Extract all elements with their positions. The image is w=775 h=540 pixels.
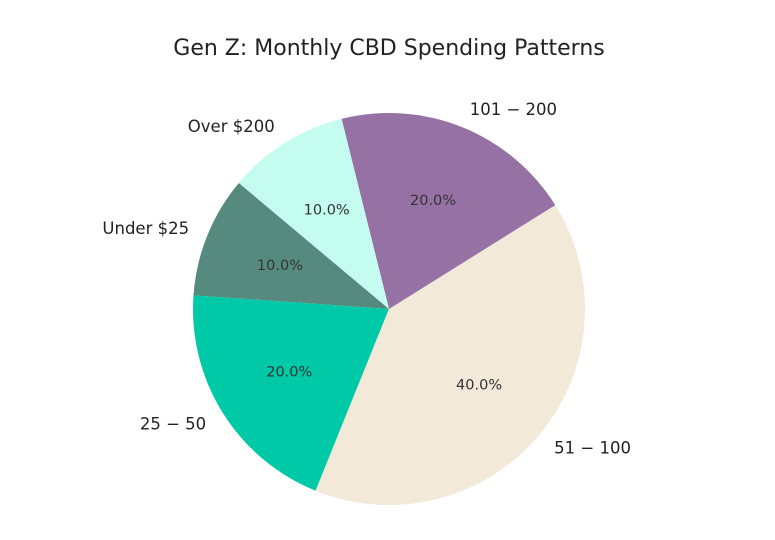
slice-label: 25 − 50 bbox=[140, 414, 206, 433]
pie-slice bbox=[193, 295, 389, 491]
slice-label: 51 − 100 bbox=[554, 439, 631, 458]
pie-slice bbox=[315, 205, 585, 505]
pie-slice bbox=[193, 183, 389, 309]
slice-label: Over $200 bbox=[188, 117, 275, 136]
slice-percent-label: 10.0% bbox=[304, 202, 350, 218]
slice-label: 101 − 200 bbox=[470, 100, 557, 119]
slice-percent-label: 40.0% bbox=[456, 378, 502, 394]
slice-percent-label: 20.0% bbox=[266, 364, 312, 380]
slice-percent-label: 10.0% bbox=[257, 258, 303, 274]
slice-label: Under $25 bbox=[102, 219, 189, 238]
pie-slice bbox=[341, 113, 556, 310]
slice-percent-label: 20.0% bbox=[410, 193, 456, 209]
pie-slice bbox=[238, 118, 389, 309]
chart-title: Gen Z: Monthly CBD Spending Patterns bbox=[173, 36, 604, 61]
